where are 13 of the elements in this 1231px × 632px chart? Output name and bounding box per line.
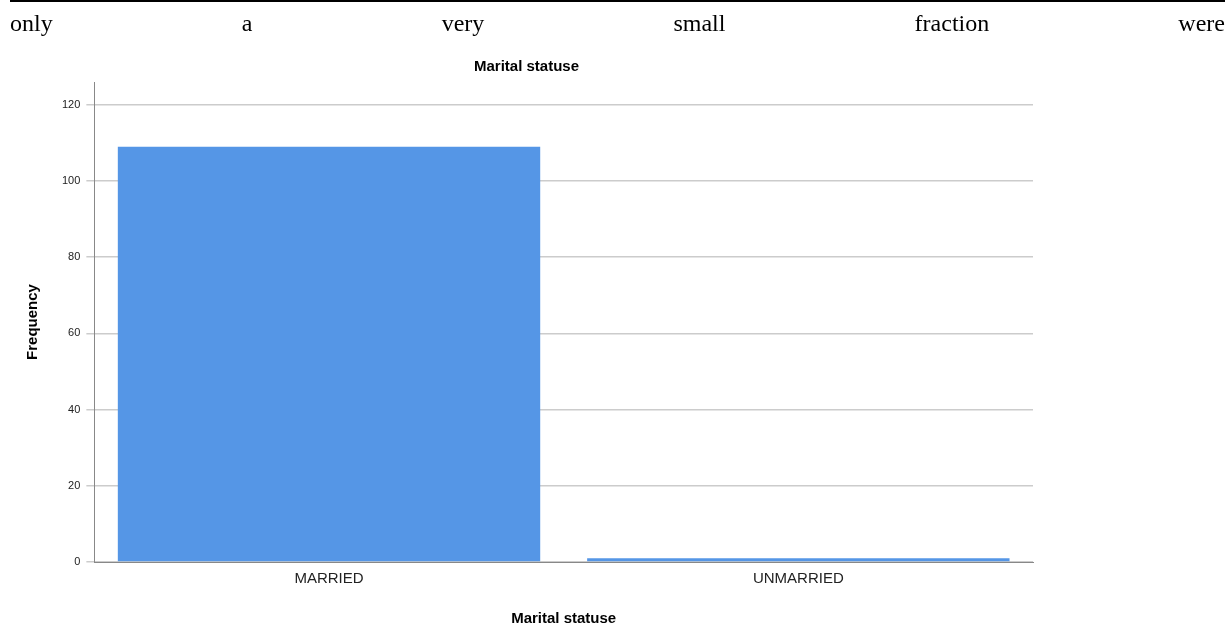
y-tick-label: 60 <box>68 326 81 339</box>
y-tick-label: 20 <box>68 478 81 491</box>
y-axis-title: Frequency <box>23 283 41 360</box>
y-tick-label: 0 <box>74 555 81 568</box>
x-tick-label: MARRIED <box>294 569 364 587</box>
chart-title: Marital statuse <box>473 57 580 75</box>
y-tick-label: 120 <box>61 97 81 110</box>
y-tick-label: 40 <box>68 402 81 415</box>
text: only a very small fraction were <box>10 0 1225 44</box>
x-tick-label: UNMARRIED <box>752 569 844 587</box>
x-axis-title: Marital statuse <box>511 609 617 627</box>
y-tick-label: 80 <box>68 250 81 263</box>
y-tick-label: 100 <box>61 174 81 187</box>
